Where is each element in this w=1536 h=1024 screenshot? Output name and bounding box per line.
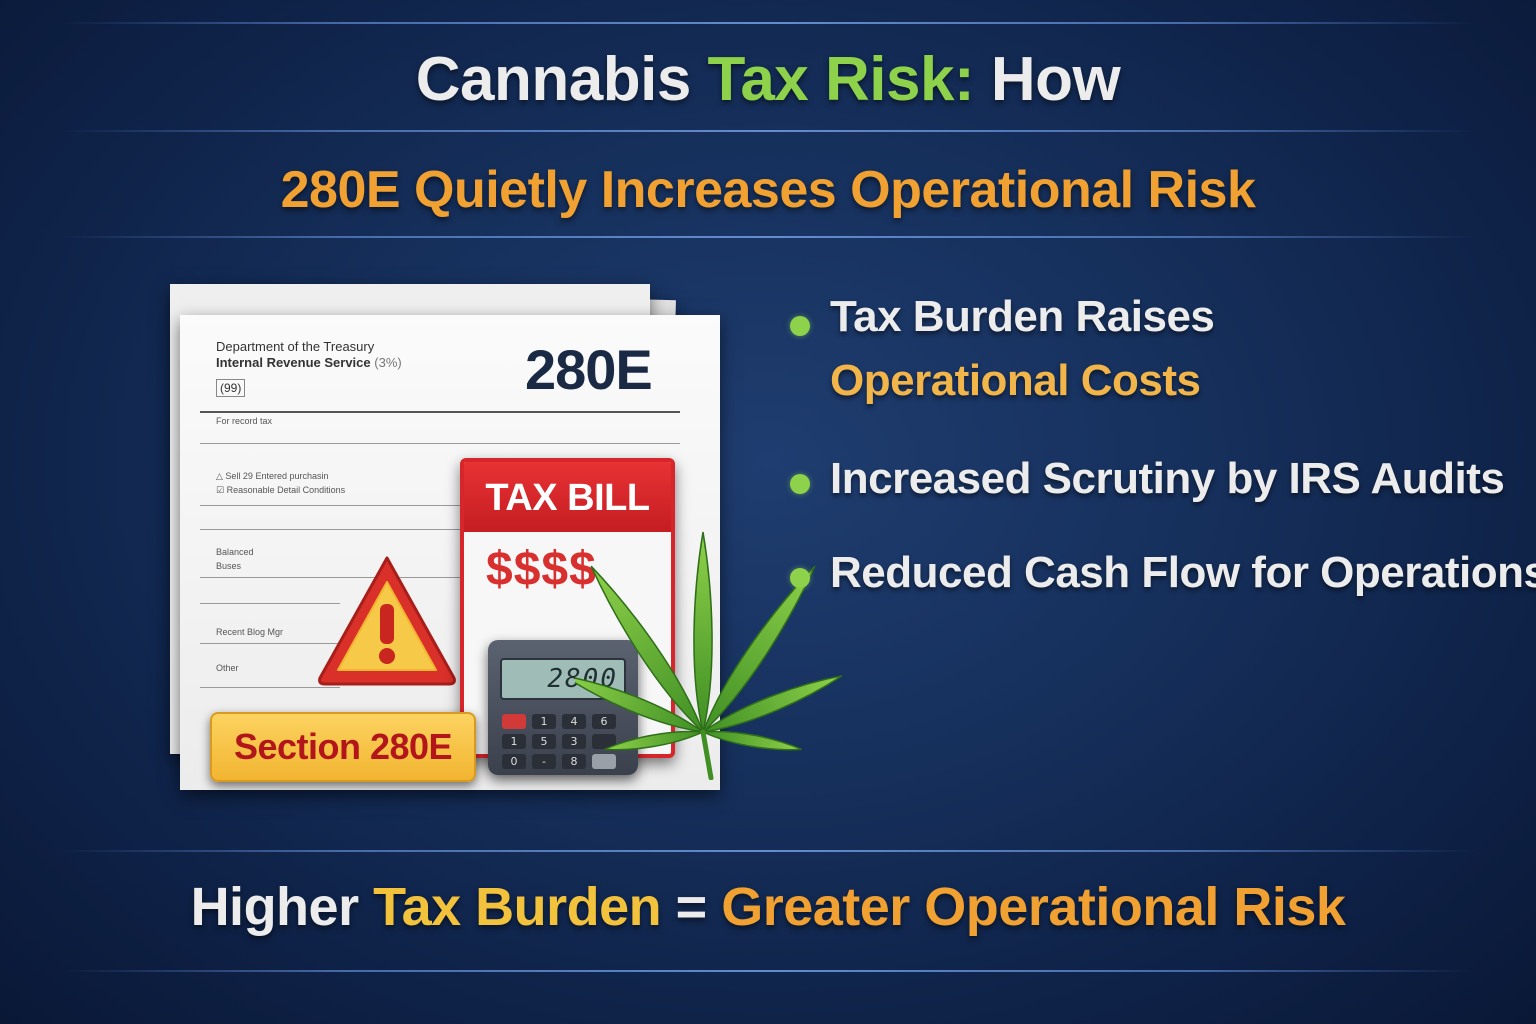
footer-summary: Higher Tax Burden = Greater Operational … [0, 876, 1536, 938]
bullet-dot-icon [790, 568, 810, 588]
doc-form-box: (99) [216, 379, 246, 397]
footer-top-divider [60, 850, 1476, 852]
doc-line [200, 529, 460, 530]
footer-part-3: = [661, 877, 722, 937]
title-part-2: Tax Risk: [707, 45, 975, 114]
tax-bill-amount: $$$$ [486, 543, 597, 596]
calc-key [592, 754, 616, 769]
doc-line [200, 577, 460, 578]
doc-fine-print-1: For record tax [216, 416, 273, 426]
doc-header-line-2: Internal Revenue Service (3%) [216, 355, 402, 370]
doc-fine-print-5: Buses [216, 561, 242, 571]
footer-part-4: Greater Operational Risk [721, 877, 1346, 937]
doc-fine-print-6: Recent Blog Mgr [216, 627, 284, 637]
doc-code-280e: 280E [525, 338, 653, 401]
calc-key: - [532, 754, 556, 769]
bullet-1-line-1: Tax Burden Raises [830, 292, 1215, 341]
calc-key [502, 714, 526, 729]
calc-key: 4 [562, 714, 586, 729]
bullet-dot-icon [790, 474, 810, 494]
doc-line [200, 505, 460, 506]
warning-icon [318, 556, 456, 686]
calc-key: 5 [532, 734, 556, 749]
title-divider [60, 130, 1476, 132]
tax-document-illustration: Department of the Treasury Internal Reve… [160, 280, 843, 800]
section-280e-badge: Section 280E [210, 712, 476, 782]
top-divider [60, 22, 1476, 24]
doc-fine-print-3: ☑ Reasonable Detail Conditions [216, 485, 346, 495]
doc-header-line-1: Department of the Treasury [216, 339, 375, 354]
calc-key [592, 734, 616, 749]
doc-fine-print-7: Other [216, 663, 239, 673]
footer-part-2: Tax Burden [373, 877, 662, 937]
page-subtitle: 280E Quietly Increases Operational Risk [280, 161, 1256, 219]
calc-key: 0 [502, 754, 526, 769]
doc-line [200, 687, 340, 688]
bullet-3-text: Reduced Cash Flow for Operations [830, 548, 1536, 597]
doc-line [200, 643, 340, 644]
doc-line [200, 443, 680, 444]
tax-bill-heading: TAX BILL [464, 462, 671, 532]
footer-part-1: Higher [190, 877, 374, 937]
page-title: Cannabis Tax Risk: How [0, 44, 1536, 115]
calc-key: 1 [532, 714, 556, 729]
doc-fine-print-2: △ Sell 29 Entered purchasin [216, 471, 329, 481]
doc-fine-print-4: Balanced [216, 547, 254, 557]
calc-key: 6 [592, 714, 616, 729]
calc-key: 1 [502, 734, 526, 749]
footer-bottom-divider [60, 970, 1476, 972]
doc-rule [200, 411, 680, 413]
bullet-1-line-2: Operational Costs [830, 356, 1201, 405]
title-part-3: How [974, 45, 1121, 114]
title-part-1: Cannabis [415, 45, 708, 114]
doc-line [200, 603, 340, 604]
bullet-dot-icon [790, 316, 810, 336]
calc-key: 8 [562, 754, 586, 769]
subtitle-divider [60, 236, 1476, 238]
calc-key: 3 [562, 734, 586, 749]
bullet-2-text: Increased Scrutiny by IRS Audits [830, 454, 1505, 503]
cannabis-leaf-icon [575, 531, 843, 780]
